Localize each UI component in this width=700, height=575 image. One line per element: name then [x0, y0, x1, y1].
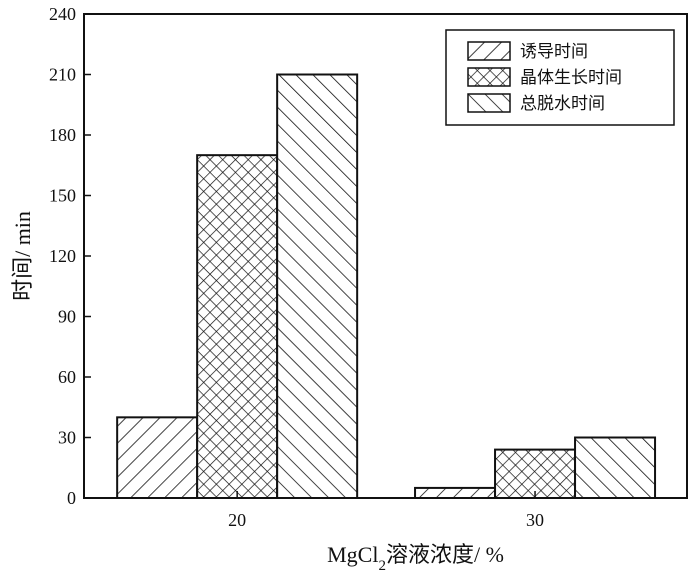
bars-layer — [116, 73, 657, 500]
legend-label: 诱导时间 — [520, 42, 588, 61]
y-axis-label: 时间/ min — [10, 211, 35, 301]
y-tick-label: 120 — [49, 246, 76, 266]
y-tick-label: 30 — [58, 428, 76, 448]
x-tick-label: 30 — [526, 510, 544, 530]
legend-label: 晶体生长时间 — [520, 68, 622, 87]
x-axis-ticks: 20 30 — [228, 491, 544, 530]
x-axis-label: MgCl2溶液浓度/ % — [327, 542, 504, 574]
bar-20-series-2 — [196, 154, 279, 500]
x-axis-label-subscript: 2 — [378, 558, 386, 574]
y-tick-label: 0 — [67, 488, 76, 508]
y-tick-label: 180 — [49, 125, 76, 145]
y-tick-label: 60 — [58, 367, 76, 387]
x-axis-label-suffix: 溶液浓度/ % — [386, 542, 504, 567]
legend-swatch — [467, 93, 511, 113]
bar-20-series-1 — [116, 416, 199, 500]
y-tick-label: 240 — [49, 4, 76, 24]
legend-swatch — [467, 41, 511, 61]
y-axis-ticks: 0 30 60 90 120 150 180 210 240 — [49, 4, 91, 508]
y-tick-label: 210 — [49, 65, 76, 85]
y-tick-label: 90 — [58, 307, 76, 327]
x-tick-label: 20 — [228, 510, 246, 530]
bar-30-series-2 — [494, 448, 577, 500]
x-axis-label-prefix: MgCl — [327, 542, 378, 567]
y-tick-label: 150 — [49, 186, 76, 206]
legend-label: 总脱水时间 — [520, 94, 605, 113]
bar-30-series-1 — [414, 486, 497, 499]
legend-swatch — [467, 67, 511, 87]
bar-30-series-3 — [574, 436, 657, 499]
bar-20-series-3 — [276, 73, 359, 499]
